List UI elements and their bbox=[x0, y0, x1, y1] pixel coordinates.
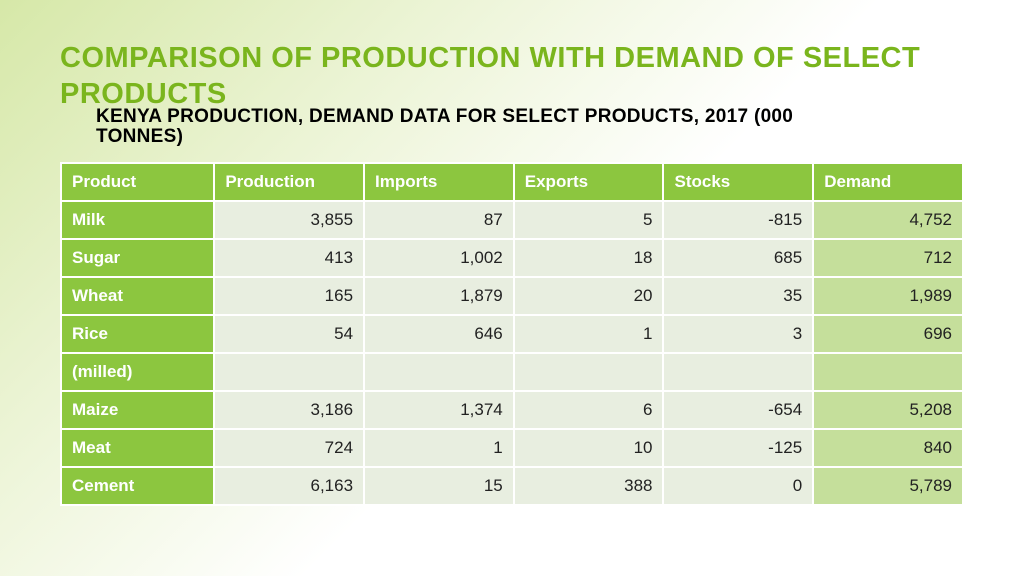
col-header-demand: Demand bbox=[813, 163, 963, 201]
product-cell: Cement bbox=[61, 467, 214, 505]
value-cell: 20 bbox=[514, 277, 664, 315]
value-cell: -654 bbox=[663, 391, 813, 429]
value-cell: 18 bbox=[514, 239, 664, 277]
value-cell: 646 bbox=[364, 315, 514, 353]
value-cell: 1 bbox=[514, 315, 664, 353]
value-cell bbox=[214, 353, 364, 391]
value-cell bbox=[514, 353, 664, 391]
value-cell bbox=[364, 353, 514, 391]
value-cell: 3 bbox=[663, 315, 813, 353]
table-row: (milled) bbox=[61, 353, 963, 391]
table-row: Meat724110-125840 bbox=[61, 429, 963, 467]
value-cell: 15 bbox=[364, 467, 514, 505]
product-cell: Wheat bbox=[61, 277, 214, 315]
value-cell: 685 bbox=[663, 239, 813, 277]
value-cell: 1,989 bbox=[813, 277, 963, 315]
table-row: Maize3,1861,3746-6545,208 bbox=[61, 391, 963, 429]
value-cell: 4,752 bbox=[813, 201, 963, 239]
value-cell: -815 bbox=[663, 201, 813, 239]
value-cell: 388 bbox=[514, 467, 664, 505]
value-cell: 0 bbox=[663, 467, 813, 505]
table-header-row: Product Production Imports Exports Stock… bbox=[61, 163, 963, 201]
value-cell bbox=[813, 353, 963, 391]
value-cell: 10 bbox=[514, 429, 664, 467]
table-body: Milk3,855875-8154,752Sugar4131,002186857… bbox=[61, 201, 963, 505]
value-cell: 3,186 bbox=[214, 391, 364, 429]
table-row: Rice5464613696 bbox=[61, 315, 963, 353]
table-row: Milk3,855875-8154,752 bbox=[61, 201, 963, 239]
data-table: Product Production Imports Exports Stock… bbox=[60, 162, 964, 506]
value-cell: 87 bbox=[364, 201, 514, 239]
value-cell: 724 bbox=[214, 429, 364, 467]
value-cell: -125 bbox=[663, 429, 813, 467]
value-cell: 840 bbox=[813, 429, 963, 467]
product-cell: (milled) bbox=[61, 353, 214, 391]
col-header-exports: Exports bbox=[514, 163, 664, 201]
value-cell: 1,879 bbox=[364, 277, 514, 315]
value-cell: 5 bbox=[514, 201, 664, 239]
value-cell: 1 bbox=[364, 429, 514, 467]
product-cell: Milk bbox=[61, 201, 214, 239]
slide-subtitle: KENYA PRODUCTION, DEMAND DATA FOR SELECT… bbox=[96, 107, 796, 149]
value-cell: 1,002 bbox=[364, 239, 514, 277]
value-cell: 696 bbox=[813, 315, 963, 353]
product-cell: Sugar bbox=[61, 239, 214, 277]
col-header-imports: Imports bbox=[364, 163, 514, 201]
value-cell: 6 bbox=[514, 391, 664, 429]
value-cell: 6,163 bbox=[214, 467, 364, 505]
value-cell: 165 bbox=[214, 277, 364, 315]
value-cell: 712 bbox=[813, 239, 963, 277]
col-header-product: Product bbox=[61, 163, 214, 201]
value-cell: 54 bbox=[214, 315, 364, 353]
slide-title: COMPARISON OF PRODUCTION WITH DEMAND OF … bbox=[60, 40, 964, 113]
value-cell: 3,855 bbox=[214, 201, 364, 239]
product-cell: Meat bbox=[61, 429, 214, 467]
value-cell: 35 bbox=[663, 277, 813, 315]
table-row: Sugar4131,00218685712 bbox=[61, 239, 963, 277]
value-cell: 1,374 bbox=[364, 391, 514, 429]
product-cell: Rice bbox=[61, 315, 214, 353]
value-cell bbox=[663, 353, 813, 391]
col-header-production: Production bbox=[214, 163, 364, 201]
product-cell: Maize bbox=[61, 391, 214, 429]
col-header-stocks: Stocks bbox=[663, 163, 813, 201]
value-cell: 5,208 bbox=[813, 391, 963, 429]
value-cell: 5,789 bbox=[813, 467, 963, 505]
value-cell: 413 bbox=[214, 239, 364, 277]
table-row: Cement6,1631538805,789 bbox=[61, 467, 963, 505]
table-row: Wheat1651,87920351,989 bbox=[61, 277, 963, 315]
